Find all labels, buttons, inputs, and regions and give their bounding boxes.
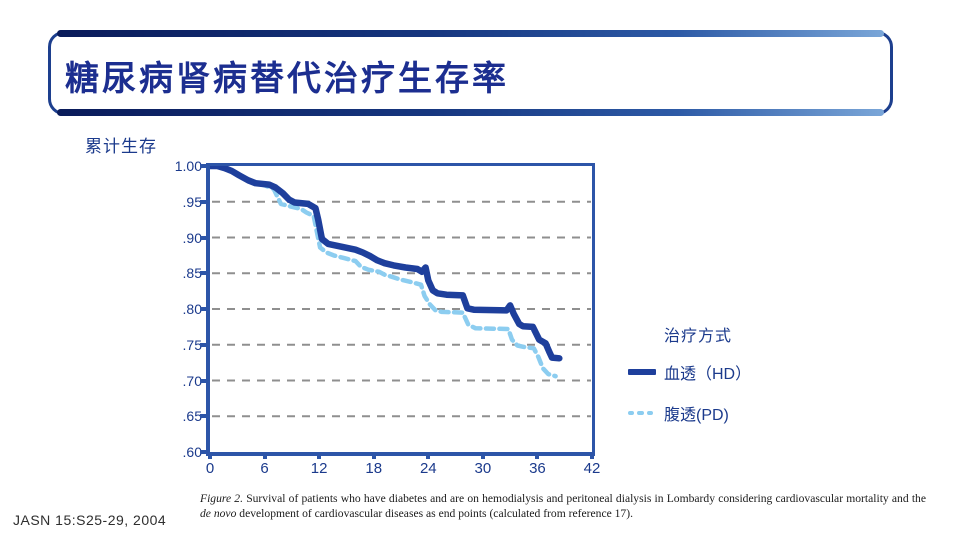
y-tick-label-.80: .80: [182, 301, 202, 317]
x-tick-label-18: 18: [365, 460, 383, 477]
figure-caption: Figure 2. Survival of patients who have …: [200, 491, 926, 522]
hd-solid-line-swatch: [628, 369, 656, 375]
slide-title: 糖尿病肾病替代治疗生存率: [65, 60, 509, 98]
pd-dashed-line-swatch: [628, 411, 656, 415]
legend-item-pd: 腹透(PD): [628, 401, 751, 425]
x-tick-label-30: 30: [474, 460, 492, 477]
x-tick-label-0: 0: [205, 460, 215, 477]
title-box-bottom-accent: [57, 109, 884, 116]
y-axis-label: 累计生存: [85, 137, 157, 156]
survival-chart-plot-area: 1.00 .95 .90 .85 .80 .75 .70 .65 .60 0 6 12 18 24 30 36…: [175, 159, 601, 476]
x-tick-mark: [262, 452, 267, 459]
y-tick-mark: [200, 307, 207, 311]
y-tick-label-.95: .95: [182, 193, 202, 210]
y-tick-mark: [200, 450, 207, 454]
legend-label-hd: 血透（HD）: [664, 366, 752, 383]
y-tick-label-.70: .70: [182, 372, 202, 389]
x-tick-mark: [535, 452, 540, 459]
x-tick-label-36: 36: [529, 460, 546, 477]
title-box: 糖尿病肾病替代治疗生存率: [48, 30, 893, 116]
x-tick-mark: [208, 452, 212, 459]
y-tick-mark: [200, 199, 207, 204]
figure-caption-italic-phrase: de novo: [200, 507, 237, 521]
x-tick-label-6: 6: [260, 460, 269, 477]
y-tick-mark: [200, 414, 207, 419]
x-tick-label-24: 24: [419, 460, 437, 477]
y-tick-label-.90: .90: [182, 229, 202, 246]
y-tick-mark: [200, 235, 207, 240]
x-tick-mark: [590, 452, 594, 459]
x-tick-mark: [480, 452, 485, 459]
legend-label-pd: 腹透(PD): [664, 407, 729, 424]
legend-title: 治疗方式: [664, 328, 733, 345]
figure-caption-text-1: Survival of patients who have diabetes a…: [246, 492, 926, 505]
journal-citation: JASN 15:S25-29, 2004: [13, 512, 167, 528]
legend-item-hd: 血透（HD）: [628, 360, 751, 384]
y-tick-mark: [200, 271, 207, 276]
title-box-top-accent: [57, 30, 884, 37]
x-tick-mark: [371, 452, 376, 459]
survival-curves-svg: [210, 166, 591, 418]
y-tick-label-.75: .75: [182, 336, 202, 353]
y-tick-label-.65: .65: [182, 408, 202, 425]
x-tick-mark: [426, 452, 431, 459]
figure-caption-text-2: development of cardiovascular diseases a…: [239, 507, 633, 521]
y-tick-label-1.00: 1.00: [174, 158, 202, 174]
x-tick-label-12: 12: [310, 460, 328, 477]
y-tick-label-.60: .60: [182, 444, 202, 460]
hd-survival-curve: [210, 166, 563, 362]
x-tick-mark: [317, 452, 322, 459]
y-tick-mark: [200, 342, 207, 347]
x-tick-label-42: 42: [583, 460, 601, 477]
chart-legend: 治疗方式 血透（HD） 腹透(PD): [628, 322, 751, 442]
y-tick-label-.85: .85: [182, 265, 202, 282]
y-tick-mark: [200, 378, 207, 383]
figure-caption-label: Figure 2.: [200, 492, 243, 505]
y-tick-mark: [200, 164, 207, 168]
